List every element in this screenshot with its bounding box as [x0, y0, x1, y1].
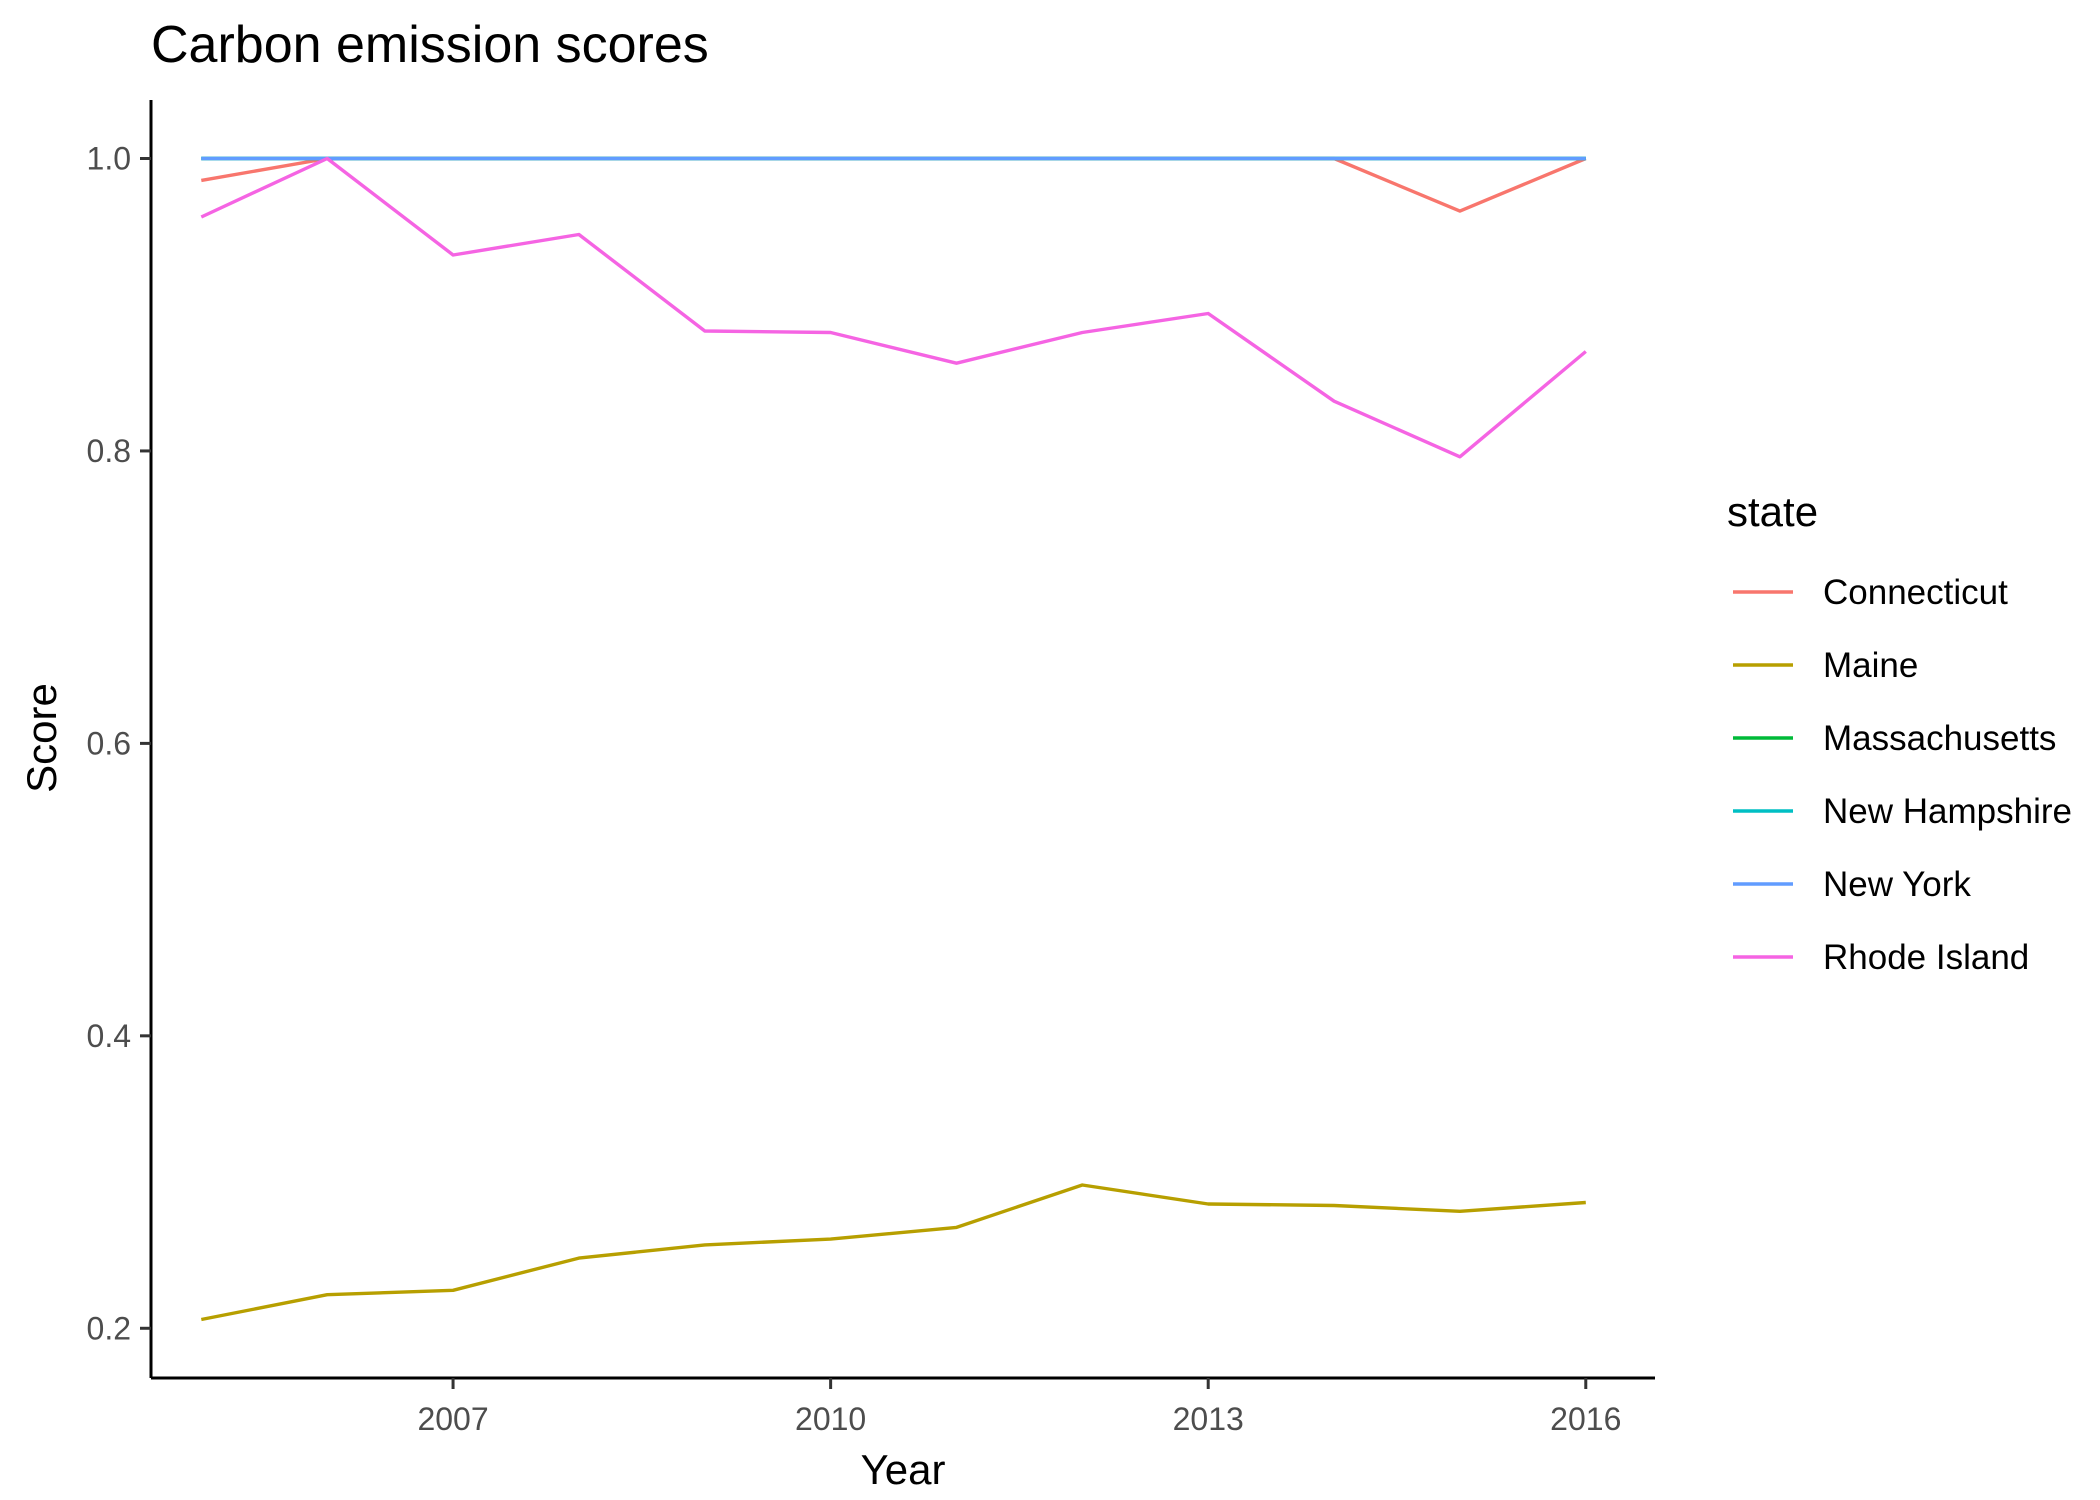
chart-title: Carbon emission scores — [151, 16, 709, 74]
legend-label-rhode-island: Rhode Island — [1823, 938, 2029, 977]
legend: state Connecticut Maine Massachusetts New H… — [1727, 488, 2072, 977]
x-tick-label: 2010 — [795, 1401, 866, 1437]
y-tick-label: 0.4 — [87, 1018, 131, 1054]
series-line-connecticut — [201, 156, 1587, 213]
legend-title: state — [1727, 488, 1818, 535]
y-tick-label: 1.0 — [87, 140, 131, 176]
y-axis-title: Score — [18, 683, 65, 793]
legend-items: Connecticut Maine Massachusetts New Hampshi… — [1733, 573, 2072, 977]
series-line-maine — [200, 1183, 1586, 1322]
series-layer — [200, 156, 1587, 1322]
x-tick-label: 2016 — [1550, 1401, 1621, 1437]
legend-label-new-hampshire: New Hampshire — [1823, 792, 2072, 831]
y-tick-label: 0.2 — [87, 1310, 131, 1346]
series-line-rhode-island — [200, 156, 1587, 459]
legend-label-massachusetts: Massachusetts — [1823, 719, 2056, 758]
legend-label-new-york: New York — [1823, 865, 1971, 904]
legend-label-maine: Maine — [1823, 646, 1918, 685]
x-axis-title: Year — [861, 1446, 946, 1493]
legend-label-connecticut: Connecticut — [1823, 573, 2008, 612]
x-tick-label: 2007 — [417, 1401, 488, 1437]
y-tick-label: 0.8 — [87, 433, 131, 469]
y-ticks: 0.2 0.4 0.6 0.8 1.0 — [87, 140, 151, 1346]
x-tick-label: 2013 — [1173, 1401, 1244, 1437]
x-ticks: 2007 2010 2013 2016 — [417, 1378, 1621, 1437]
y-tick-label: 0.6 — [87, 725, 131, 761]
